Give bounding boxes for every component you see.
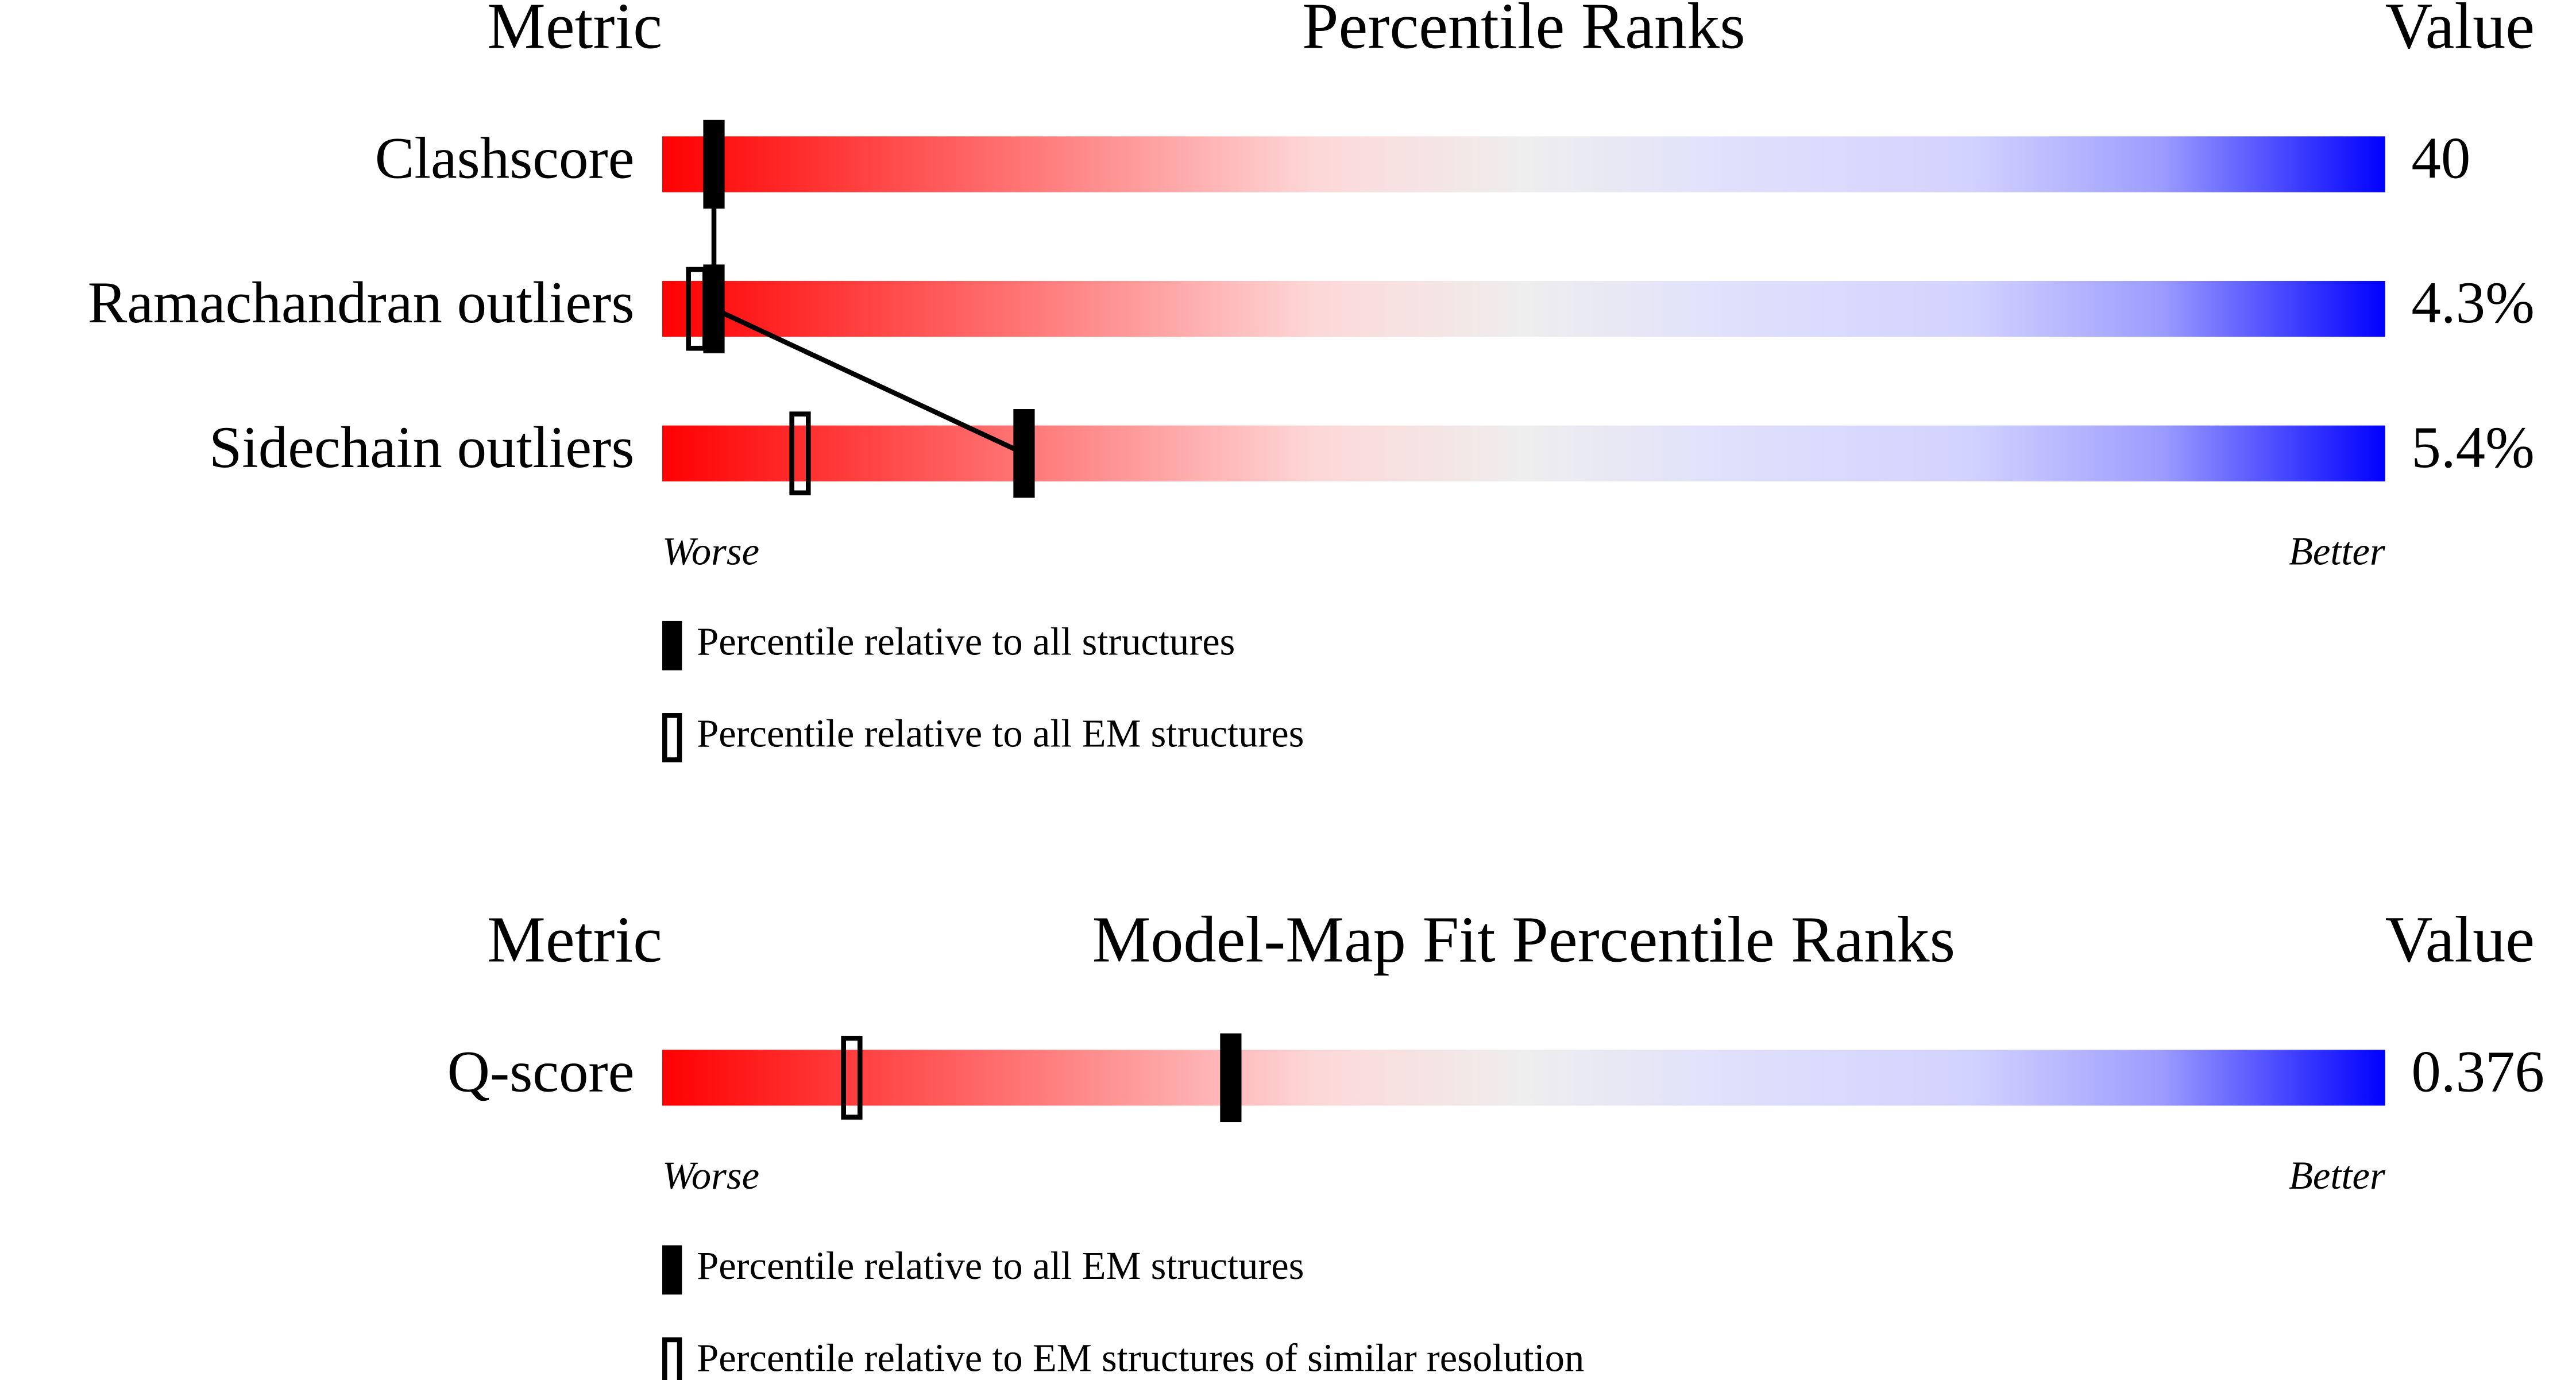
percentile-marker-open — [841, 1035, 863, 1120]
metric-value: 5.4% — [2411, 415, 2534, 480]
percentile-bar — [662, 425, 2385, 481]
metric-label: Ramachandran outliers — [88, 270, 635, 336]
better-label: Better — [2289, 1154, 2385, 1197]
legend-label: Percentile relative to all EM structures — [697, 1244, 1304, 1288]
percentile-bar — [662, 280, 2385, 337]
percentile-marker-open — [686, 267, 708, 351]
legend-marker — [662, 620, 682, 670]
metric-header: Metric — [487, 903, 662, 976]
legend-label: Percentile relative to EM structures of … — [697, 1336, 1584, 1379]
panel-title: Percentile Ranks — [1302, 0, 1745, 62]
percentile-marker — [1220, 1033, 1242, 1123]
panel-title: Model-Map Fit Percentile Ranks — [1092, 903, 1956, 976]
percentile-marker — [1013, 409, 1035, 498]
metric-header: Metric — [487, 0, 662, 62]
worse-label: Worse — [662, 529, 759, 573]
better-label: Better — [2289, 529, 2385, 573]
metric-value: 4.3% — [2411, 270, 2534, 336]
percentile-marker-open — [789, 411, 811, 496]
legend-label: Percentile relative to all structures — [697, 620, 1235, 664]
legend-marker-open — [662, 1337, 682, 1380]
legend-marker-open — [662, 713, 682, 762]
value-header: Value — [2385, 903, 2535, 976]
value-header: Value — [2385, 0, 2535, 62]
percentile-bar — [662, 1050, 2385, 1106]
legend-label: Percentile relative to all EM structures — [697, 712, 1304, 755]
percentile-bar — [662, 136, 2385, 192]
metric-label: Q-score — [447, 1039, 635, 1104]
metric-label: Sidechain outliers — [209, 415, 634, 480]
legend-marker — [662, 1245, 682, 1295]
worse-label: Worse — [662, 1154, 759, 1197]
metric-value: 40 — [2411, 126, 2470, 191]
percentile-marker — [703, 120, 725, 209]
metric-value: 0.376 — [2411, 1039, 2544, 1104]
metric-label: Clashscore — [375, 126, 635, 191]
